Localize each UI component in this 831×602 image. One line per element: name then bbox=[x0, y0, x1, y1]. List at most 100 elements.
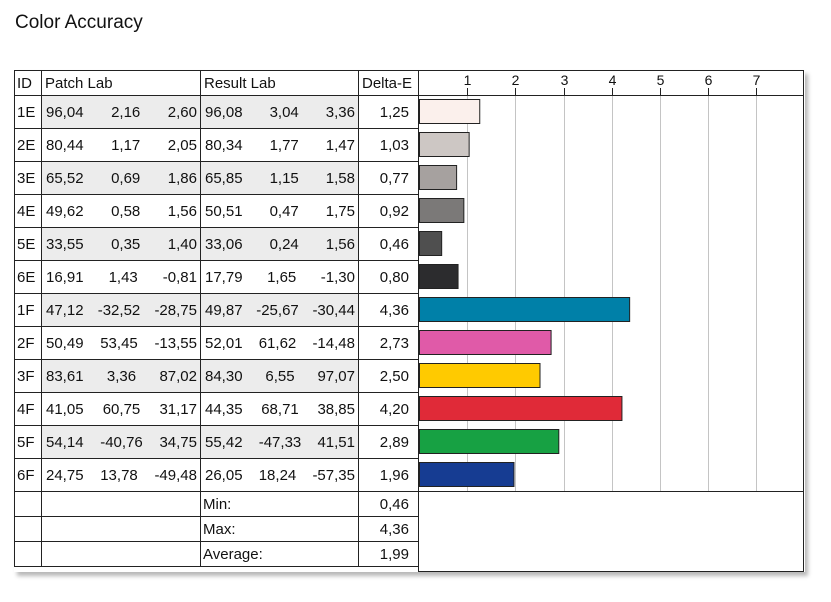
lab-b-value: -30,44 bbox=[312, 301, 355, 319]
patch-lab-cell: 41,05 60,75 31,17 bbox=[41, 392, 201, 426]
summary-empty-id bbox=[14, 516, 42, 542]
bar-4F bbox=[419, 396, 623, 421]
lab-a-value: 0,47 bbox=[269, 202, 299, 220]
lab-l-value: 84,30 bbox=[205, 367, 243, 385]
patch-id: 2E bbox=[14, 128, 42, 162]
lab-l-value: 83,61 bbox=[46, 367, 84, 385]
summary-row: Max: 4,36 bbox=[14, 516, 419, 542]
summary-empty-patch bbox=[41, 491, 201, 517]
lab-a-value: 0,58 bbox=[111, 202, 141, 220]
lab-b-value: 3,36 bbox=[325, 103, 355, 121]
delta-e-value: 0,46 bbox=[358, 227, 419, 261]
lab-a-value: 1,43 bbox=[108, 268, 138, 286]
lab-a-value: 2,16 bbox=[111, 103, 141, 121]
patch-lab-cell: 83,61 3,36 87,02 bbox=[41, 359, 201, 393]
color-accuracy-table: ID Patch Lab Result Lab Delta-E 1E 96,04 2… bbox=[14, 70, 419, 567]
patch-lab-cell: 49,62 0,58 1,56 bbox=[41, 194, 201, 228]
bar-5E bbox=[419, 231, 443, 256]
lab-a-value: 60,75 bbox=[102, 400, 141, 418]
lab-b-value: 1,86 bbox=[167, 169, 197, 187]
lab-l-value: 96,08 bbox=[205, 103, 243, 121]
result-lab-cell: 52,01 61,62 -14,48 bbox=[200, 326, 359, 360]
lab-a-value: 68,71 bbox=[261, 400, 299, 418]
table-row: 4F 41,05 60,75 31,17 44,35 68,71 38,85 4,20 bbox=[14, 392, 419, 426]
delta-e-value: 0,80 bbox=[358, 260, 419, 294]
lab-b-value: 97,07 bbox=[317, 367, 355, 385]
x-tick-label: 2 bbox=[512, 72, 520, 88]
header-id: ID bbox=[14, 70, 42, 96]
delta-e-value: 2,50 bbox=[358, 359, 419, 393]
lab-b-value: -0,81 bbox=[162, 268, 197, 286]
lab-a-value: -47,33 bbox=[258, 433, 302, 451]
delta-e-value: 1,03 bbox=[358, 128, 419, 162]
lab-l-value: 80,34 bbox=[205, 136, 243, 154]
lab-a-value: 1,17 bbox=[111, 136, 141, 154]
lab-l-value: 50,51 bbox=[205, 202, 243, 220]
patch-id: 1E bbox=[14, 95, 42, 129]
delta-e-value: 2,73 bbox=[358, 326, 419, 360]
bar-1F bbox=[419, 297, 631, 322]
patch-id: 3F bbox=[14, 359, 42, 393]
delta-e-value: 4,20 bbox=[358, 392, 419, 426]
patch-lab-cell: 50,49 53,45 -13,55 bbox=[41, 326, 201, 360]
bar-3F bbox=[419, 363, 541, 388]
lab-b-value: 2,60 bbox=[167, 103, 197, 121]
result-lab-cell: 96,08 3,04 3,36 bbox=[200, 95, 359, 129]
result-lab-cell: 80,34 1,77 1,47 bbox=[200, 128, 359, 162]
lab-b-value: 2,05 bbox=[167, 136, 197, 154]
table-row: 2F 50,49 53,45 -13,55 52,01 61,62 -14,48 2,73 bbox=[14, 326, 419, 360]
lab-a-value: -25,67 bbox=[256, 301, 299, 319]
x-tick-label: 4 bbox=[609, 72, 617, 88]
lab-b-value: -49,48 bbox=[154, 466, 197, 484]
patch-lab-cell: 24,75 13,78 -49,48 bbox=[41, 458, 201, 492]
lab-a-value: 18,24 bbox=[258, 466, 297, 484]
lab-l-value: 80,44 bbox=[46, 136, 84, 154]
lab-l-value: 65,85 bbox=[205, 169, 243, 187]
lab-l-value: 47,12 bbox=[46, 301, 84, 319]
lab-b-value: -57,35 bbox=[312, 466, 355, 484]
x-tick-label: 1 bbox=[464, 72, 472, 88]
bar-2E bbox=[419, 132, 470, 157]
lab-a-value: 0,69 bbox=[111, 169, 141, 187]
lab-b-value: -14,48 bbox=[312, 334, 355, 352]
lab-b-value: -13,55 bbox=[154, 334, 197, 352]
lab-a-value: 3,36 bbox=[106, 367, 137, 385]
bar-2F bbox=[419, 330, 552, 355]
lab-b-value: 1,56 bbox=[325, 235, 355, 253]
bar-1E bbox=[419, 99, 481, 124]
lab-b-value: -1,30 bbox=[320, 268, 355, 286]
lab-l-value: 41,05 bbox=[46, 400, 84, 418]
patch-id: 6F bbox=[14, 458, 42, 492]
lab-a-value: 1,65 bbox=[267, 268, 297, 286]
bar-6F bbox=[419, 462, 515, 487]
lab-l-value: 52,01 bbox=[205, 334, 243, 352]
patch-id: 6E bbox=[14, 260, 42, 294]
lab-b-value: 1,75 bbox=[325, 202, 355, 220]
lab-b-value: 1,56 bbox=[167, 202, 197, 220]
delta-e-value: 1,96 bbox=[358, 458, 419, 492]
lab-a-value: 1,77 bbox=[269, 136, 299, 154]
lab-l-value: 65,52 bbox=[46, 169, 84, 187]
result-lab-cell: 65,85 1,15 1,58 bbox=[200, 161, 359, 195]
lab-a-value: -40,76 bbox=[100, 433, 143, 451]
patch-lab-cell: 65,52 0,69 1,86 bbox=[41, 161, 201, 195]
header-row: ID Patch Lab Result Lab Delta-E bbox=[14, 70, 419, 96]
lab-b-value: 87,02 bbox=[159, 367, 197, 385]
bar-6E bbox=[419, 264, 459, 289]
result-lab-cell: 55,42 -47,33 41,51 bbox=[200, 425, 359, 459]
x-tick-label: 3 bbox=[561, 72, 569, 88]
patch-id: 5F bbox=[14, 425, 42, 459]
header-delta-e: Delta-E bbox=[358, 70, 419, 96]
bar-5F bbox=[419, 429, 560, 454]
delta-e-value: 0,92 bbox=[358, 194, 419, 228]
summary-value: 4,36 bbox=[358, 516, 419, 542]
table-row: 1F 47,12 -32,52 -28,75 49,87 -25,67 -30,44 4,36 bbox=[14, 293, 419, 327]
lab-a-value: 0,35 bbox=[111, 235, 141, 253]
patch-lab-cell: 80,44 1,17 2,05 bbox=[41, 128, 201, 162]
lab-a-value: 13,78 bbox=[100, 466, 138, 484]
bar-4E bbox=[419, 198, 465, 223]
patch-id: 2F bbox=[14, 326, 42, 360]
lab-b-value: 31,17 bbox=[159, 400, 197, 418]
table-row: 5E 33,55 0,35 1,40 33,06 0,24 1,56 0,46 bbox=[14, 227, 419, 261]
lab-l-value: 49,62 bbox=[46, 202, 84, 220]
